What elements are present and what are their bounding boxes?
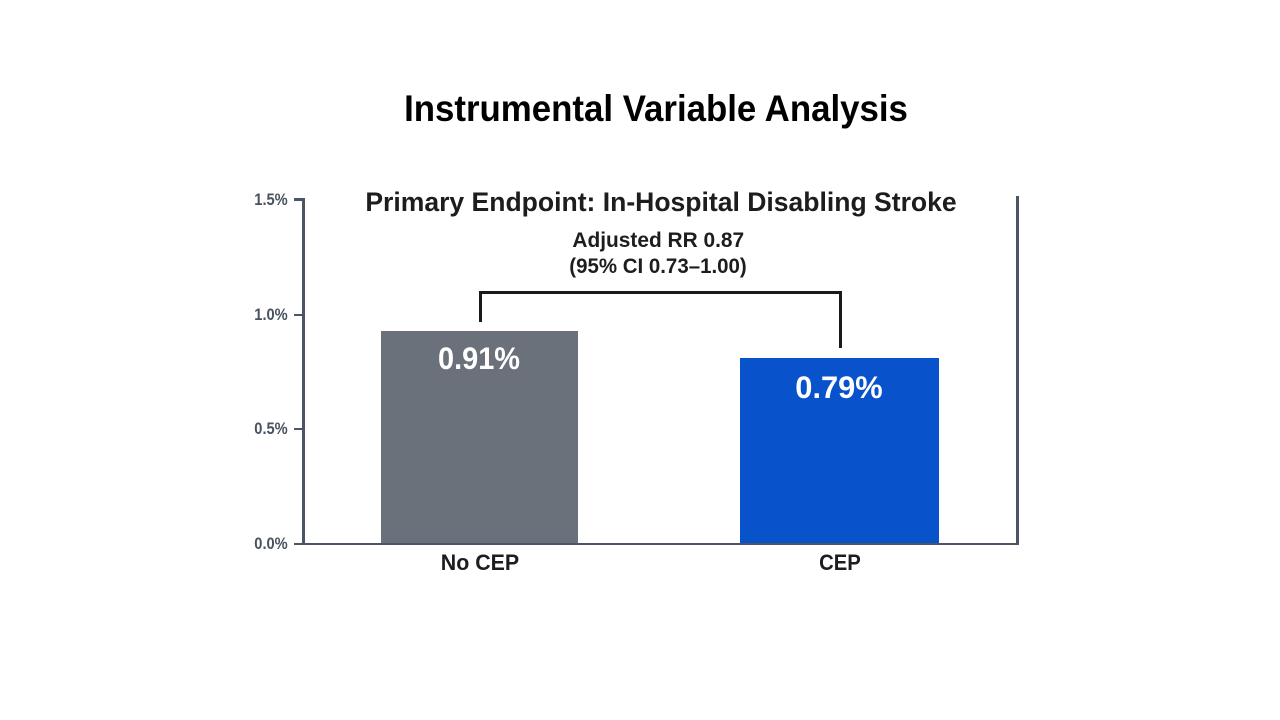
chart-title: Primary Endpoint: In-Hospital Disabling … [361, 189, 960, 216]
y-axis-line-left [302, 198, 305, 546]
category-label-cep: CEP [819, 549, 861, 575]
y-tick-label-0-5: 0.5% [254, 419, 288, 438]
x-axis-line [294, 543, 1019, 546]
y-tick-label-1-0: 1.0% [254, 305, 288, 324]
y-tick-label-1-5: 1.5% [254, 190, 288, 209]
annotation-line-2: (95% CI 0.73–1.00) [569, 255, 747, 279]
page-title: Instrumental Variable Analysis [392, 91, 921, 128]
comparison-bracket-left-leg [479, 290, 482, 322]
bar-value-label-no-cep: 0.91% [437, 340, 520, 376]
chart-title-text: Primary Endpoint: In-Hospital Disabling … [365, 187, 957, 218]
annotation-rr: Adjusted RR 0.87 (95% CI 0.73–1.00) [566, 228, 749, 281]
bar-value-label-cep: 0.79% [795, 369, 883, 405]
y-tick-1-5 [293, 198, 303, 201]
annotation-line-1: Adjusted RR 0.87 [571, 228, 744, 252]
page-title-text: Instrumental Variable Analysis [404, 88, 909, 130]
bar-no-cep [381, 331, 579, 544]
y-tick-1-0 [293, 313, 303, 316]
category-label-no-cep: No CEP [440, 549, 520, 575]
y-axis-line-right [1016, 196, 1019, 546]
comparison-bracket-right-leg [838, 290, 842, 349]
y-tick-label-0-0: 0.0% [254, 534, 288, 553]
y-tick-0-5 [293, 427, 303, 430]
bar-cep [740, 358, 939, 544]
comparison-bracket-horizontal [479, 290, 841, 294]
